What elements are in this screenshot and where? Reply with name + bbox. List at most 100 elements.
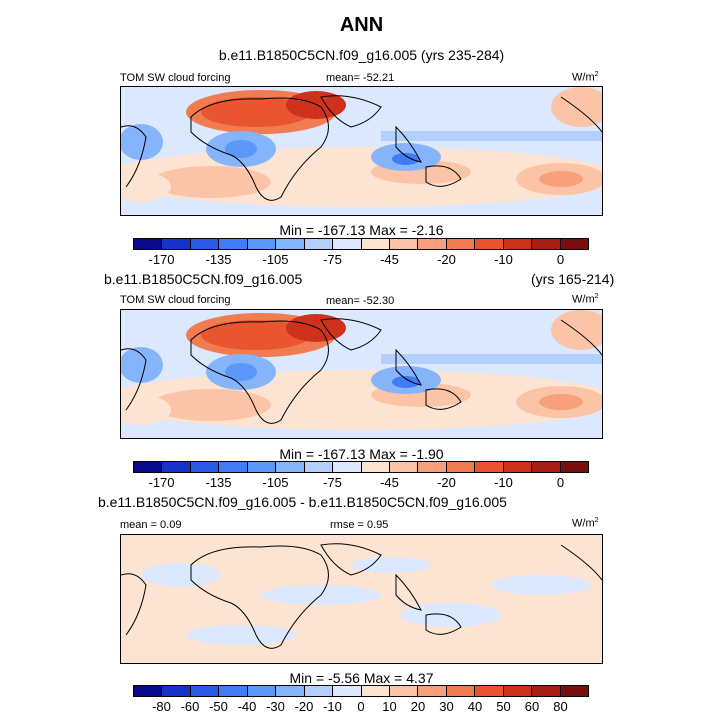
colorbar-cell: [503, 462, 533, 472]
panel1-units: W/m2: [572, 71, 599, 84]
colorbar-tick-label: -75: [323, 475, 342, 490]
panel3-minmax: Min = -5.56 Max = 4.37: [289, 670, 434, 686]
colorbar-tick-label: -60: [180, 699, 200, 714]
panel2-case-title: b.e11.B1850C5CN.f09_g16.005: [104, 271, 303, 287]
colorbar-cell: [247, 239, 277, 249]
panel1-map: [120, 86, 603, 216]
colorbar-cell: [190, 462, 220, 472]
colorbar-cell: [560, 462, 588, 472]
colorbar-tick-label: -170: [148, 475, 175, 490]
field-congo-core: [225, 363, 257, 381]
panel1-variable-label: TOM SW cloud forcing: [120, 72, 231, 84]
colorbar-tick-label: -30: [266, 699, 285, 714]
colorbar-tick-label: 50: [496, 699, 511, 714]
colorbar-tick-label: 60: [524, 699, 540, 714]
colorbar-cell: [446, 686, 476, 696]
panel2-map: [120, 309, 603, 439]
colorbar-cell: [560, 686, 588, 696]
colorbar-cell: [503, 686, 533, 696]
panel1-minmax: Min = -167.13 Max = -2.16: [279, 222, 444, 238]
field-desert-core: [286, 91, 346, 119]
colorbar-cell: [190, 686, 220, 696]
field-amazon: [121, 347, 163, 383]
colorbar-tick-label: 0: [357, 699, 365, 714]
panel3-colorbar: [133, 685, 589, 697]
colorbar-tick-label: 40: [467, 699, 483, 714]
field-maritime-core: [392, 376, 420, 388]
colorbar-tick-label: -10: [494, 252, 513, 267]
colorbar-tick-label: -50: [209, 699, 228, 714]
colorbar-tick-label: -135: [205, 252, 232, 267]
colorbar-tick-label: 0: [556, 475, 565, 490]
coastline: [190, 545, 329, 649]
field-patch: [491, 575, 591, 595]
coastline: [425, 388, 462, 410]
coastline: [425, 165, 462, 187]
field-patch: [121, 172, 171, 202]
colorbar-tick-label: -45: [380, 252, 399, 267]
colorbar-cell: [134, 239, 163, 249]
field-itcz: [381, 354, 602, 364]
colorbar-cell: [532, 239, 561, 249]
panel3-map-field: [121, 535, 602, 663]
colorbar-cell: [134, 462, 163, 472]
field-patch: [121, 395, 171, 425]
panel2-minmax: Min = -167.13 Max = -1.90: [279, 446, 444, 462]
field-desert-core: [201, 97, 311, 127]
colorbar-cell: [389, 462, 419, 472]
colorbar-tick-label: -105: [262, 252, 289, 267]
panel3-rmse-label: rmse = 0.95: [330, 519, 389, 531]
panel1-case-title: b.e11.B1850C5CN.f09_g16.005 (yrs 235-284…: [218, 47, 505, 63]
colorbar-cell: [532, 686, 561, 696]
colorbar-tick-label: -20: [294, 699, 314, 714]
colorbar-cell: [418, 462, 447, 472]
field-congo-core: [225, 140, 257, 158]
colorbar-cell: [162, 462, 191, 472]
coastline: [395, 348, 422, 386]
panel2-colorbar: [133, 461, 589, 473]
colorbar-tick-label: 0: [556, 252, 565, 267]
colorbar-tick-label: -10: [323, 699, 342, 714]
panel3-units: W/m2: [572, 517, 599, 530]
coastline: [425, 613, 462, 635]
colorbar-tick-label: 80: [553, 699, 568, 714]
field-patch: [141, 563, 221, 587]
colorbar-cell: [418, 686, 447, 696]
coastline: [560, 319, 602, 356]
panel2-map-field: [121, 310, 602, 438]
coastline: [320, 318, 382, 351]
colorbar-tick-label: -170: [148, 252, 175, 267]
colorbar-tick-label: 30: [439, 699, 454, 714]
colorbar-cell: [333, 239, 362, 249]
colorbar-cell: [276, 686, 305, 696]
colorbar-cell: [361, 239, 390, 249]
colorbar-tick-label: 10: [382, 699, 397, 714]
panel3-mean-label: mean = 0.09: [120, 519, 182, 531]
colorbar-cell: [418, 239, 447, 249]
panel3-map: [120, 534, 603, 664]
colorbar-cell: [247, 686, 277, 696]
colorbar-cell: [475, 462, 504, 472]
field-patch: [539, 394, 583, 410]
field-patch: [186, 625, 296, 645]
colorbar-cell: [333, 462, 362, 472]
colorbar-cell: [560, 239, 588, 249]
main-title: ANN: [339, 14, 384, 36]
colorbar-cell: [475, 686, 504, 696]
field-maritime-core: [392, 153, 420, 165]
colorbar-cell: [446, 239, 476, 249]
colorbar-cell: [304, 686, 334, 696]
colorbar-tick-label: 20: [410, 699, 426, 714]
colorbar-cell: [503, 239, 533, 249]
field-desert-core: [201, 320, 311, 350]
colorbar-tick-label: -75: [323, 252, 342, 267]
field-patch: [351, 557, 431, 573]
colorbar-cell: [219, 462, 248, 472]
colorbar-cell: [276, 239, 305, 249]
panel2-units: W/m2: [572, 293, 599, 306]
field-patch: [539, 171, 583, 187]
colorbar-tick-label: -45: [380, 475, 399, 490]
colorbar-cell: [361, 686, 390, 696]
colorbar-tick-label: -20: [437, 475, 456, 490]
colorbar-cell: [162, 239, 191, 249]
